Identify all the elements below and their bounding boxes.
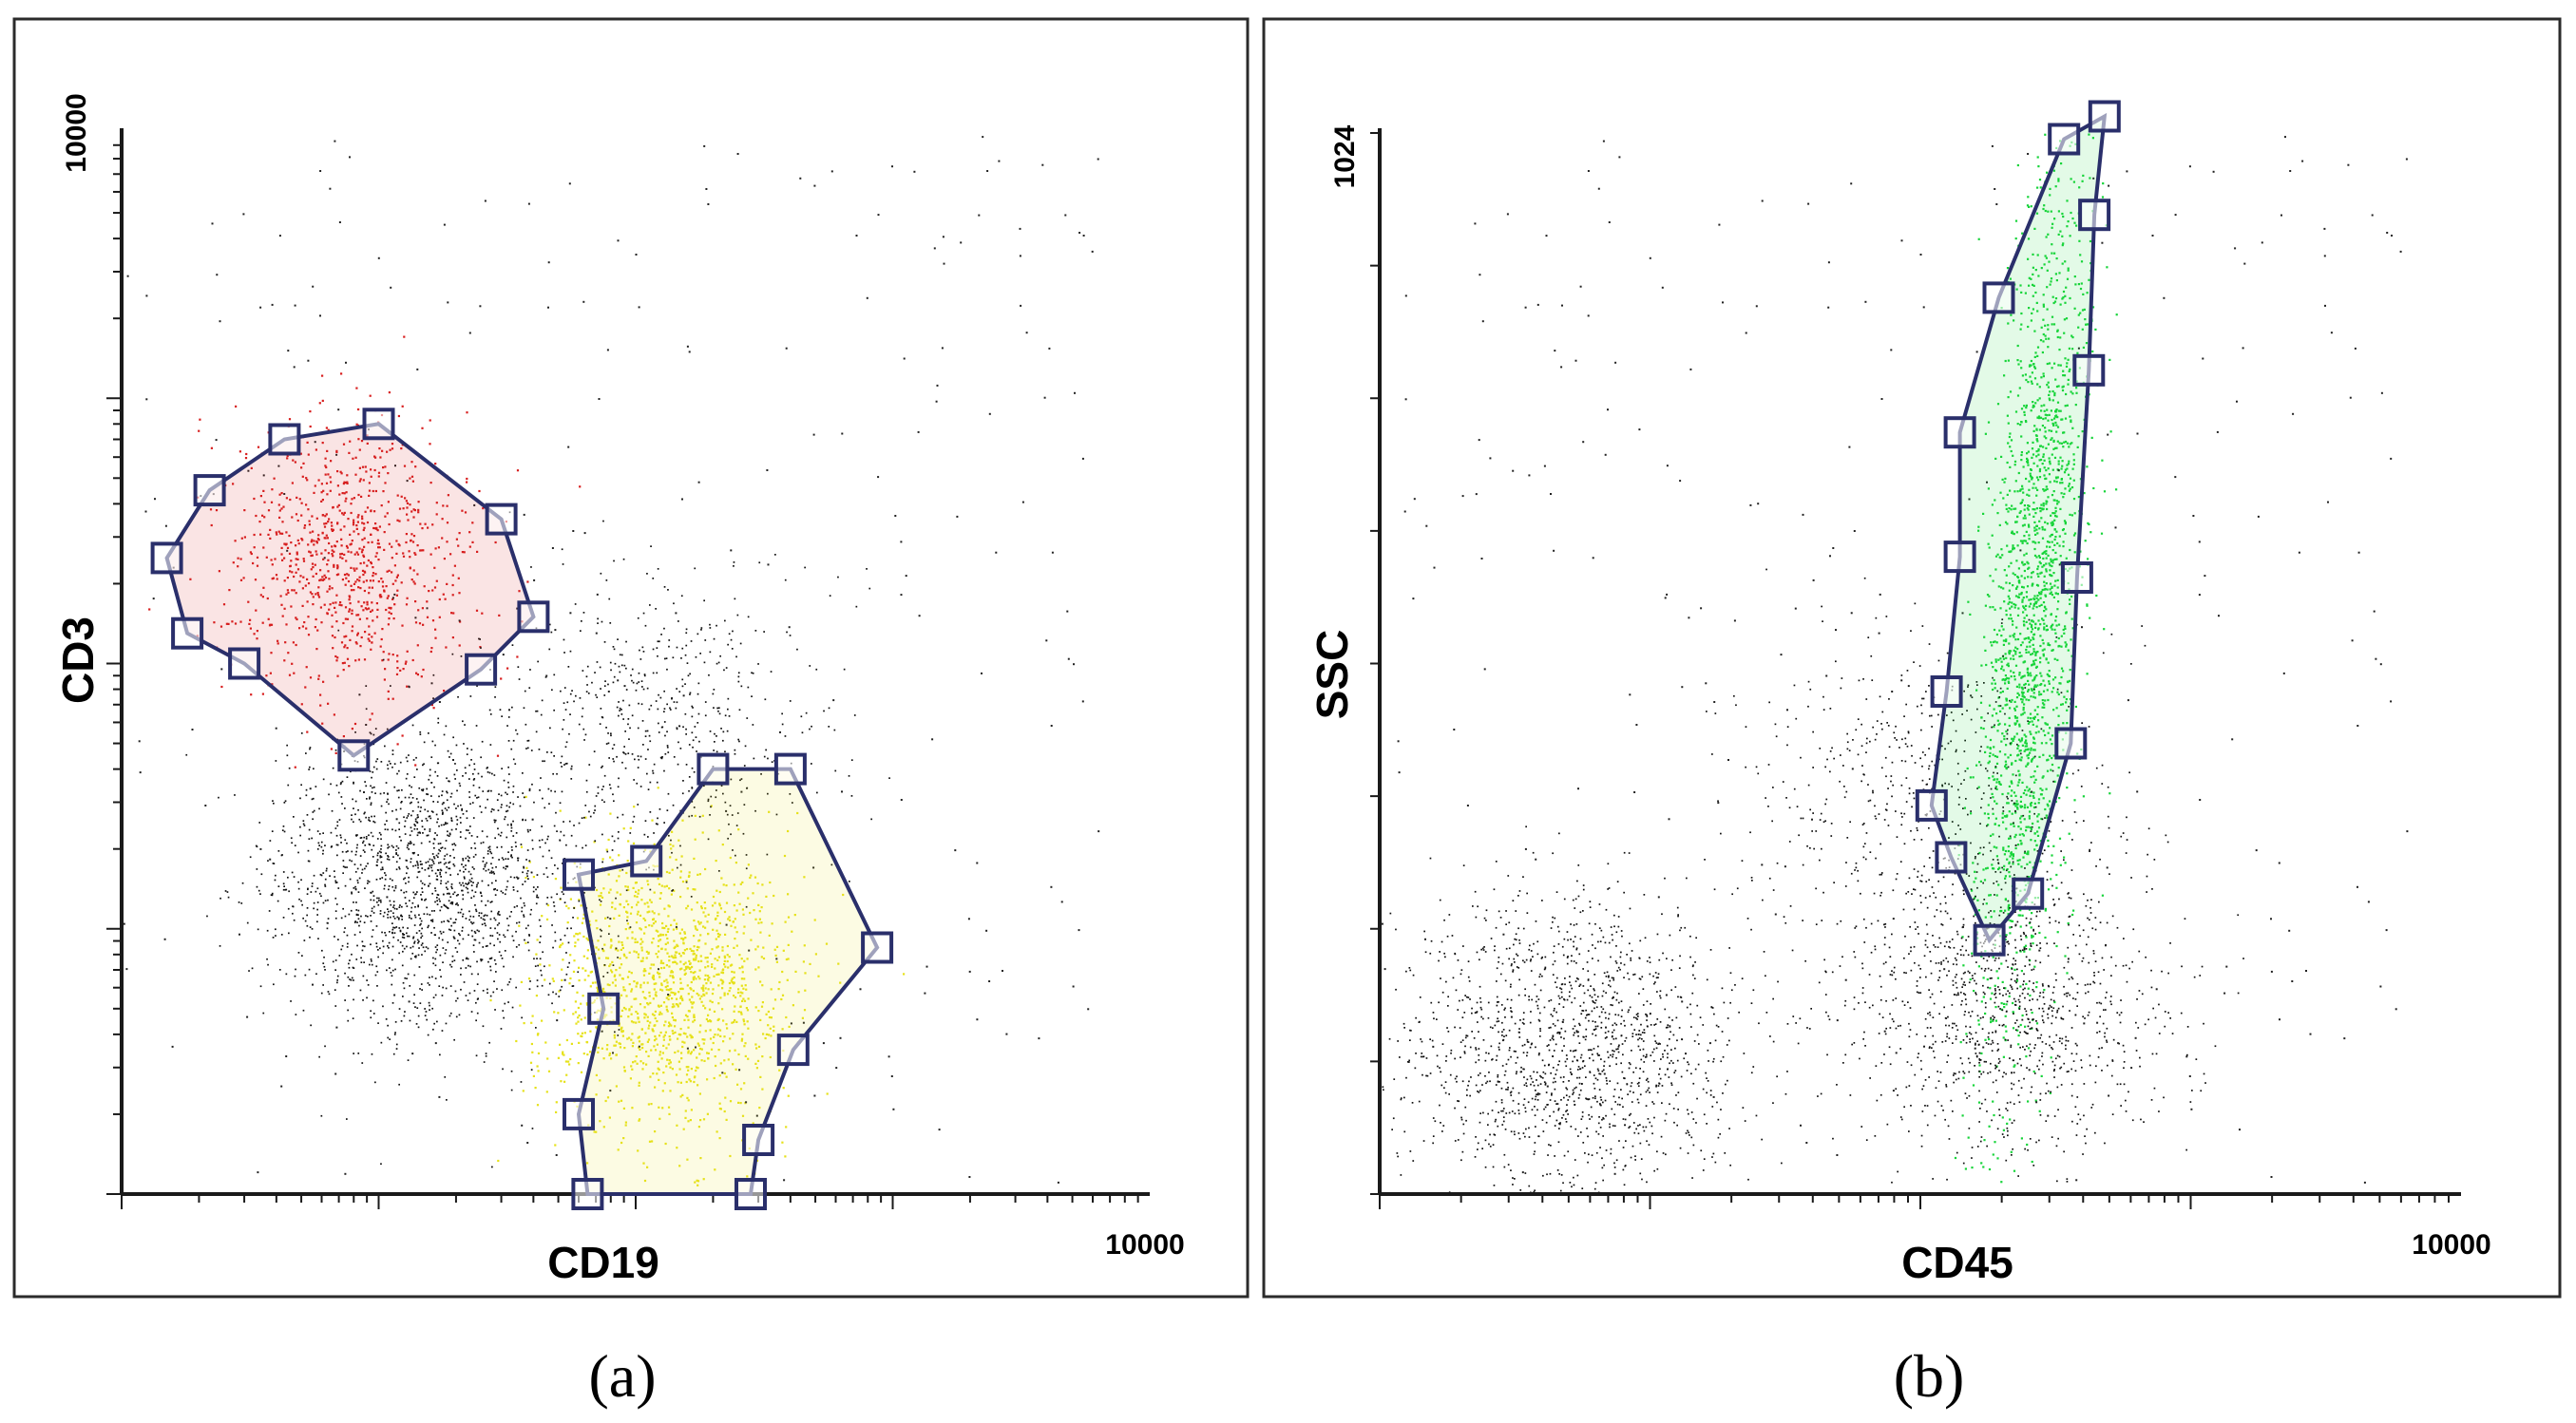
panel-a-gate-1-handle[interactable] — [742, 1124, 775, 1156]
panel-b-gate-0-handle[interactable] — [2060, 561, 2093, 594]
panel-a-background-events — [123, 136, 1100, 1196]
panel-a-gate-1-handle[interactable] — [776, 1034, 810, 1067]
panel-b-x-tick-label-max: 10000 — [2412, 1229, 2490, 1261]
panel-a-gate-1-handle[interactable] — [696, 752, 730, 786]
panel-b-gates — [1915, 100, 2121, 957]
panel-a-gate-0-handle[interactable] — [228, 647, 261, 680]
panel-a-gate-1-handle[interactable] — [773, 752, 807, 786]
panel-a-gate-0-handle[interactable] — [150, 541, 183, 575]
panel-b-gate-0-handle[interactable] — [2054, 727, 2088, 760]
panel-b-gate-0-handle[interactable] — [2078, 199, 2111, 232]
panel-a-y-axis-title: CD3 — [53, 617, 103, 704]
panel-a-y-ticks — [106, 143, 122, 1195]
panel-b-gate-0[interactable] — [1929, 112, 2108, 944]
panel-b-gate-0-handle[interactable] — [1943, 416, 1976, 449]
panel-a-gate-1-handle[interactable] — [861, 931, 894, 964]
panel-a-gate-0-handle[interactable] — [268, 423, 301, 456]
panel-a-gate-1-handle[interactable] — [571, 1178, 604, 1210]
panel-a-gate-0-handle[interactable] — [362, 408, 395, 441]
panel-a-population-0 — [148, 335, 582, 768]
panel-b-gate-0-handle[interactable] — [2072, 353, 2106, 387]
panel-b-x-axis-title: CD45 — [1901, 1238, 2013, 1287]
panel-a-x-axis-title: CD19 — [547, 1238, 659, 1287]
panel-b-population-2 — [1751, 754, 2244, 1184]
panel-b-gate-0-handle[interactable] — [1982, 281, 2015, 314]
panel-b-caption: (b) — [1894, 1342, 1965, 1410]
panel-b-gate-0-handle[interactable] — [1915, 788, 1948, 822]
panel-b-y-tick-label-max: 1024 — [1329, 124, 1361, 188]
panel-a-gate-0-handle[interactable] — [193, 474, 226, 507]
panel-b: 10000 1024 CD45 SSC — [1262, 17, 2562, 1299]
panel-b-population-1 — [1382, 825, 1802, 1196]
panel-b-x-ticks — [1379, 1194, 2450, 1209]
panel-a-gate-0-handle[interactable] — [517, 600, 550, 634]
panel-b-plot — [1381, 133, 2409, 1196]
panel-b-gate-0-handle[interactable] — [2048, 123, 2081, 156]
panel-a-gate-1-handle[interactable] — [587, 992, 620, 1025]
panel-a-gate-1-handle[interactable] — [563, 858, 595, 891]
panel-b-background-events — [1381, 136, 2409, 1196]
panel-b-population-3 — [1684, 568, 2167, 992]
panel-a-x-ticks — [121, 1194, 1139, 1209]
panel-a-plot — [123, 136, 1100, 1196]
panel-a-caption: (a) — [588, 1342, 656, 1410]
panel-b-gate-0-handle[interactable] — [1930, 675, 1963, 708]
panel-a-gate-0-handle[interactable] — [171, 617, 204, 650]
panel-b-gate-0-handle[interactable] — [1943, 541, 1976, 574]
panel-a-gate-0-handle[interactable] — [485, 503, 518, 536]
panel-a-frame — [12, 17, 1250, 1299]
panel-a-population-1 — [489, 787, 906, 1186]
panel-a: 10000 10000 CD19 CD3 — [12, 17, 1250, 1299]
panel-b-gate-0-handle[interactable] — [1935, 841, 1968, 874]
panel-b-gate-0-handle[interactable] — [2012, 877, 2045, 910]
panel-a-gate-0-handle[interactable] — [465, 653, 498, 686]
panel-b-gate-0-handle[interactable] — [1973, 923, 2006, 957]
panel-a-population-2 — [185, 629, 655, 1168]
panel-a-gates — [150, 408, 894, 1210]
panel-a-y-tick-label-max: 10000 — [61, 93, 92, 172]
panel-b-y-axis-title: SSC — [1307, 630, 1357, 720]
panel-a-gate-1-handle[interactable] — [735, 1178, 767, 1210]
panel-b-frame — [1262, 17, 2562, 1299]
panel-a-gate-0-handle[interactable] — [337, 739, 371, 772]
panel-b-gate-0-handle[interactable] — [2088, 100, 2121, 133]
panel-a-gate-1-handle[interactable] — [630, 844, 663, 878]
panel-a-gate-0[interactable] — [164, 422, 536, 758]
panel-a-gate-1[interactable] — [576, 767, 880, 1196]
panel-a-x-tick-label-max: 10000 — [1105, 1229, 1184, 1261]
panel-a-gate-1-handle[interactable] — [563, 1097, 595, 1130]
panel-b-y-ticks — [1370, 132, 1380, 1195]
